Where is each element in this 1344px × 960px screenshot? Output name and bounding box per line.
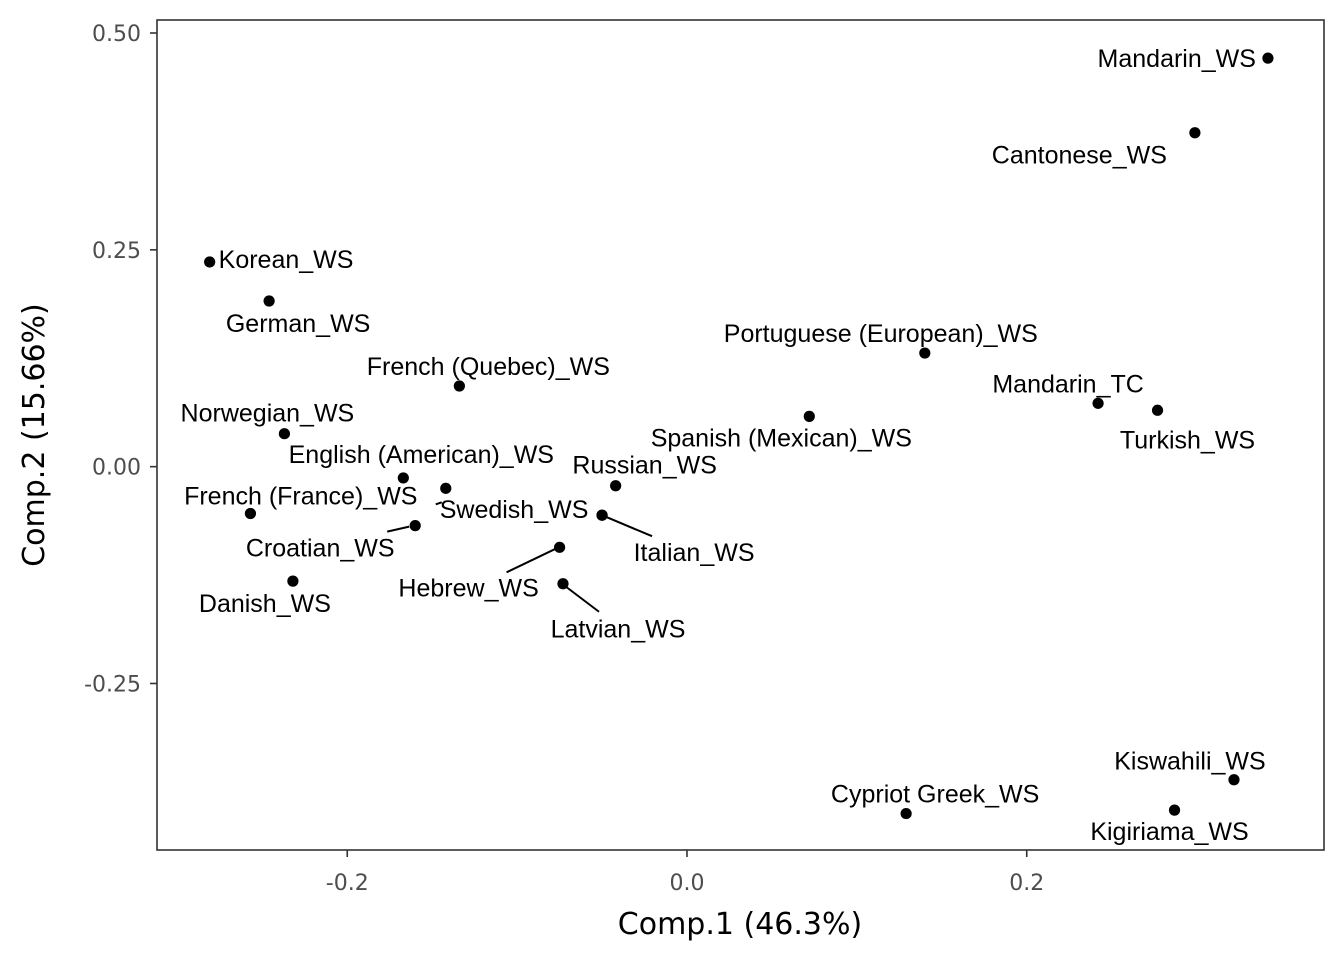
data-point: [1092, 397, 1104, 409]
leader-line: [565, 585, 600, 613]
point-label: Mandarin_TC: [992, 370, 1143, 398]
y-axis-title: Comp.2 (15.66%): [17, 303, 52, 567]
data-point: [596, 509, 608, 521]
point-label: Mandarin_WS: [1098, 45, 1256, 73]
data-point: [244, 507, 257, 520]
point-label: Portuguese (European)_WS: [724, 320, 1038, 348]
label-leader-lines: [386, 501, 653, 613]
data-point: [287, 575, 299, 587]
point-label: English (American)_WS: [289, 441, 554, 469]
leader-line: [435, 501, 443, 506]
data-point: [1262, 52, 1274, 64]
data-point: [1151, 404, 1164, 416]
point-label: Kigiriama_WS: [1090, 818, 1248, 846]
point-label: Croatian_WS: [246, 535, 395, 563]
data-point: [397, 472, 409, 484]
x-tick-label: -0.2: [326, 871, 369, 896]
data-point: [263, 295, 275, 307]
data-point: [440, 482, 452, 494]
y-tick-label: 0.50: [92, 22, 141, 47]
point-labels: Mandarin_WS Cantonese_WS Korean_WS German_W…: [181, 45, 1266, 846]
point-label: Hebrew_WS: [398, 574, 538, 602]
leader-line: [601, 514, 653, 538]
leader-line: [386, 525, 410, 533]
data-point: [919, 347, 931, 359]
data-point: [1228, 774, 1240, 786]
x-tick-label: 0.2: [1009, 871, 1044, 896]
point-label: French (Quebec)_WS: [367, 353, 610, 381]
y-tick-label: 0.25: [92, 239, 141, 264]
data-point: [803, 410, 815, 422]
data-point: [553, 541, 566, 553]
data-point: [278, 428, 291, 440]
point-label: Danish_WS: [199, 590, 331, 618]
data-point: [1168, 804, 1181, 816]
point-label: Cypriot Greek_WS: [831, 781, 1039, 809]
point-label: Cantonese_WS: [992, 142, 1167, 170]
point-label: Norwegian_WS: [181, 400, 355, 428]
data-point: [453, 380, 465, 392]
y-axis: 0.50 0.25 0.00 -0.25: [84, 22, 157, 697]
y-tick-label: 0.00: [92, 456, 141, 481]
point-label: Russian_WS: [572, 452, 717, 480]
point-label: French (France)_WS: [184, 482, 417, 510]
point-label: Korean_WS: [219, 246, 354, 274]
leader-line: [506, 547, 558, 574]
point-label: Spanish (Mexican)_WS: [651, 424, 912, 452]
point-label: Latvian_WS: [551, 616, 686, 644]
data-point: [610, 480, 622, 492]
x-axis-title: Comp.1 (46.3%): [618, 907, 862, 942]
x-tick-label: 0.0: [669, 871, 704, 896]
x-axis: -0.2 0.0 0.2: [326, 850, 1044, 896]
point-label: Kiswahili_WS: [1114, 748, 1265, 776]
point-label: German_WS: [226, 310, 370, 338]
data-point: [557, 578, 569, 590]
data-points: [204, 52, 1274, 820]
point-label: Italian_WS: [634, 539, 755, 567]
data-point: [204, 256, 216, 268]
data-point: [1189, 127, 1201, 139]
y-tick-label: -0.25: [84, 672, 141, 697]
point-label: Turkish_WS: [1120, 426, 1255, 454]
data-point: [409, 520, 421, 532]
data-point: [900, 807, 912, 820]
point-label: Swedish_WS: [440, 496, 589, 524]
plot-panel: [156, 19, 1325, 851]
